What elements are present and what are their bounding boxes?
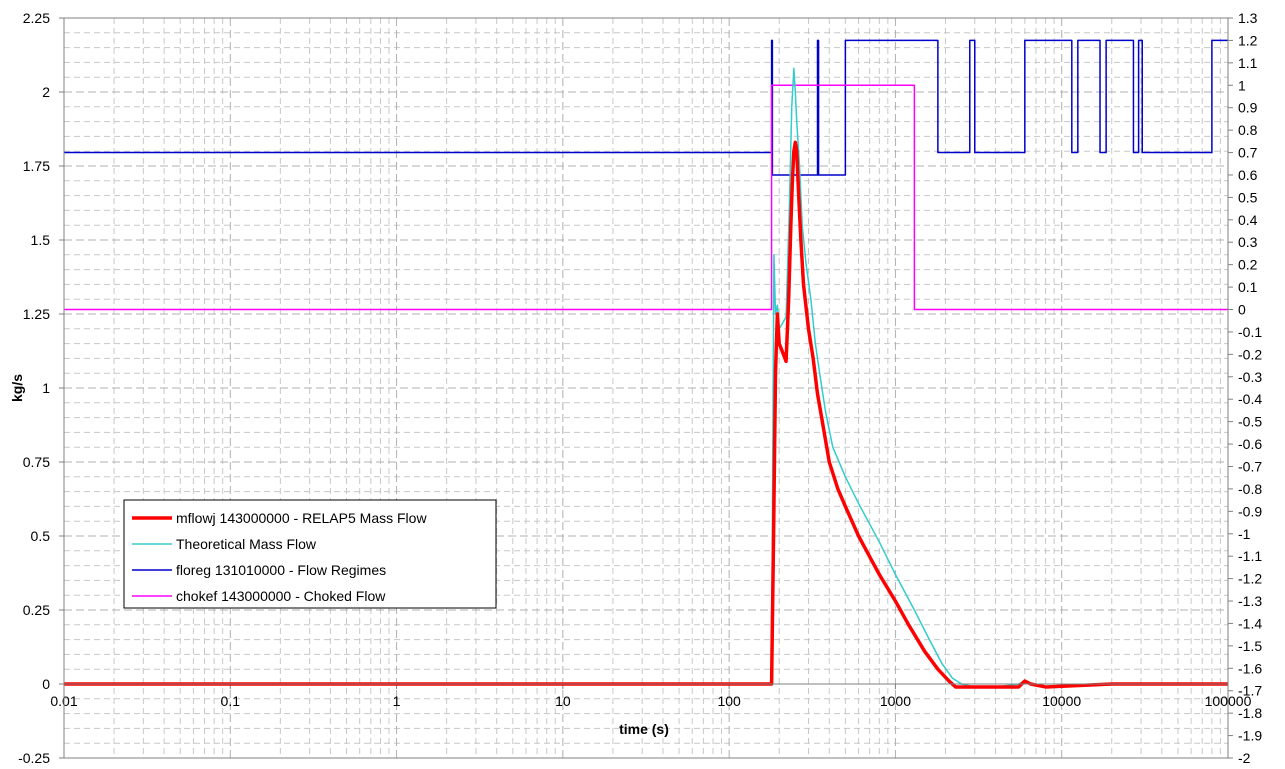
y2-tick-label: -0.1 (1238, 324, 1262, 340)
plot-area-border (63, 17, 1229, 759)
x-tick-label: 1 (393, 693, 401, 709)
y2-tick-label: -0.3 (1238, 369, 1262, 385)
legend-box (123, 499, 497, 609)
y2-tick-label: 0.4 (1238, 212, 1258, 228)
major-grid (63, 17, 1229, 759)
y2-tick-label: -0.4 (1238, 391, 1262, 407)
x-axis-tick-labels: 0.01 0.1 1 10 100 1000 10000 100000 (50, 684, 1252, 709)
series-line-2 (64, 39, 1228, 176)
x-tick-label: 10 (555, 693, 571, 709)
y2-tick-label: -1.4 (1238, 615, 1262, 631)
series-layer (64, 39, 1228, 689)
y2-tick-label: 0.6 (1238, 167, 1258, 183)
y-tick-label: 0.25 (23, 602, 50, 618)
x-tick-label: 10000 (1042, 693, 1081, 709)
y2-tick-label: -0.7 (1238, 458, 1262, 474)
y2-tick-label: 1.2 (1238, 32, 1258, 48)
y-tick-label: 0 (42, 676, 50, 692)
y-tick-label: 0.75 (23, 454, 50, 470)
y2-tick-label: -1.5 (1238, 638, 1262, 654)
y-tick-label: 1 (42, 380, 50, 396)
y2-tick-label: 0.1 (1238, 279, 1258, 295)
legend-label-2: floreg 131010000 - Flow Regimes (176, 562, 386, 578)
y2-tick-label: 0.8 (1238, 122, 1258, 138)
y2-tick-label: -1.9 (1238, 728, 1262, 744)
y2-tick-label: -1.2 (1238, 571, 1262, 587)
series-line-3 (64, 84, 1228, 311)
y2-tick-label: -0.6 (1238, 436, 1262, 452)
y-tick-label: 2 (42, 84, 50, 100)
y2-tick-label: 1 (1238, 77, 1246, 93)
y2-tick-label: 0.5 (1238, 189, 1258, 205)
y2-tick-label: 0 (1238, 302, 1246, 318)
y2-tick-label: -1.1 (1238, 548, 1262, 564)
y2-tick-label: 0.7 (1238, 145, 1258, 161)
y-axis-tick-labels: -0.25 0 0.25 0.5 0.75 1 1.25 1.5 1.75 2 2.25 (18, 10, 64, 766)
x-axis-title: time (s) (619, 721, 669, 737)
y2-tick-label: -0.2 (1238, 346, 1262, 362)
y2-tick-label: 1.1 (1238, 55, 1258, 71)
y2-tick-label: 0.9 (1238, 100, 1258, 116)
y2-tick-label: -1.7 (1238, 683, 1262, 699)
y-axis-title: kg/s (9, 374, 25, 402)
legend-label-1: Theoretical Mass Flow (176, 536, 317, 552)
x-tick-label: 100 (717, 693, 741, 709)
y-tick-label: -0.25 (18, 750, 50, 766)
legend-label-3: chokef 143000000 - Choked Flow (176, 588, 386, 604)
y2-tick-label: -2 (1238, 750, 1251, 766)
y-tick-label: 1.25 (23, 306, 50, 322)
y2-tick-label: -1.6 (1238, 660, 1262, 676)
y2-tick-label: -0.5 (1238, 414, 1262, 430)
y2-tick-label: -0.9 (1238, 503, 1262, 519)
y2-tick-label: -1 (1238, 526, 1251, 542)
y-tick-label: 1.75 (23, 158, 50, 174)
y2-tick-label: -1.3 (1238, 593, 1262, 609)
y2-tick-label: 0.2 (1238, 257, 1258, 273)
legend-label-0: mflowj 143000000 - RELAP5 Mass Flow (176, 510, 427, 526)
series-line-0 (64, 140, 1228, 689)
x-tick-label: 0.1 (221, 693, 241, 709)
y2-tick-label: 1.3 (1238, 10, 1258, 26)
y2-tick-label: -0.8 (1238, 481, 1262, 497)
y2-tick-label: -1.8 (1238, 705, 1262, 721)
y-tick-label: 0.5 (31, 528, 51, 544)
y-tick-label: 1.5 (31, 232, 51, 248)
x-tick-label: 1000 (880, 693, 911, 709)
y2-tick-label: 0.3 (1238, 234, 1258, 250)
y-tick-label: 2.25 (23, 10, 50, 26)
legend: mflowj 143000000 - RELAP5 Mass Flow Theor… (123, 499, 497, 609)
y2-axis-tick-labels: -2 -1.9 -1.8 -1.7 -1.6 -1.5 -1.4 -1.3 -1.2 -1.1 -1… (1228, 10, 1262, 766)
